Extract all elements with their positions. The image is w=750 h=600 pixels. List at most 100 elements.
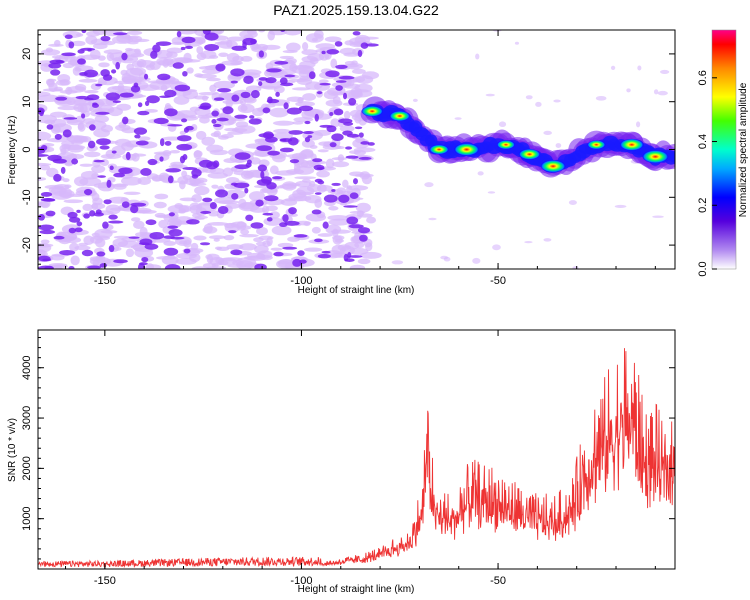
noise-blob-strong (335, 64, 348, 69)
colorbar-label: Normalized spectral amplitude (738, 82, 749, 217)
noise-blob-strong (331, 182, 341, 186)
noise-blob-strong (213, 123, 222, 128)
noise-blob (117, 240, 140, 248)
noise-blob (234, 159, 245, 163)
noise-blob-strong (125, 151, 131, 161)
noise-blob-strong (292, 258, 302, 267)
noise-blob-strong (358, 132, 364, 138)
noise-blob (98, 62, 110, 68)
noise-blob (342, 179, 349, 188)
noise-blob-strong (222, 106, 234, 115)
noise-blob (153, 201, 167, 209)
noise-blob (116, 33, 132, 43)
noise-blob-strong (206, 161, 218, 170)
noise-blob-strong (157, 73, 171, 81)
noise-blob (195, 130, 207, 140)
noise-blob (251, 44, 261, 49)
noise-blob-strong (265, 77, 277, 84)
noise-blob-strong (163, 235, 176, 239)
spectrogram-x-tick-label: -100 (290, 275, 312, 287)
noise-blob (343, 89, 363, 100)
spectrogram-y-tick-label: 20 (21, 48, 33, 60)
noise-blob (424, 182, 434, 188)
noise-blob-strong (128, 236, 140, 239)
noise-blob-strong (266, 217, 273, 222)
noise-blob-strong (133, 127, 148, 135)
noise-blob (182, 174, 192, 181)
noise-blob (240, 104, 248, 112)
noise-blob-strong (164, 264, 181, 269)
noise-blob-strong (100, 69, 110, 77)
noise-blob (259, 81, 282, 90)
noise-blob (652, 215, 664, 218)
noise-blob (43, 119, 56, 125)
noise-blob-strong (38, 255, 51, 262)
noise-blob (38, 177, 47, 181)
noise-blob (179, 130, 186, 135)
noise-blob (331, 157, 348, 161)
noise-blob-strong (231, 192, 239, 200)
noise-blob-strong (145, 219, 157, 226)
noise-blob-strong (334, 41, 343, 47)
noise-blob (78, 78, 98, 83)
noise-blob (272, 120, 295, 126)
chart-title: PAZ1.2025.159.13.04.G22 (273, 2, 439, 18)
colorbar-frame (711, 29, 737, 270)
noise-blob (262, 44, 281, 50)
noise-blob (46, 137, 68, 143)
noise-blob (259, 255, 273, 261)
noise-blob-strong (267, 150, 280, 156)
noise-blob (179, 180, 186, 190)
noise-blob (134, 247, 154, 258)
noise-blob-strong (199, 242, 211, 246)
noise-blob-strong (358, 156, 372, 160)
noise-blob-strong (209, 202, 217, 210)
noise-blob-strong (121, 52, 128, 61)
noise-blob (277, 242, 294, 248)
noise-blob (38, 243, 54, 248)
noise-blob-strong (365, 43, 379, 47)
noise-blob (149, 61, 161, 71)
noise-blob-strong (38, 214, 45, 221)
noise-blob-strong (345, 155, 359, 159)
noise-blob-strong (144, 243, 159, 250)
noise-blob (222, 99, 244, 105)
noise-blob-strong (38, 224, 55, 231)
noise-blob-strong (352, 31, 361, 36)
noise-blob-strong (135, 140, 149, 146)
noise-blob (271, 132, 293, 140)
noise-blob (252, 107, 265, 117)
noise-blob (255, 241, 267, 246)
snr-x-tick-label: -150 (94, 575, 116, 587)
noise-blob-strong (262, 107, 271, 114)
noise-blob-strong (348, 224, 364, 229)
noise-blob-strong (228, 230, 237, 234)
noise-blob-strong (321, 50, 326, 55)
noise-blob-strong (231, 94, 240, 102)
noise-blob (67, 144, 84, 153)
noise-blob-strong (133, 82, 139, 88)
noise-blob-strong (138, 242, 150, 246)
noise-blob (366, 216, 377, 224)
noise-blob-strong (68, 227, 77, 234)
noise-blob (316, 170, 330, 178)
noise-blob (223, 234, 235, 241)
noise-blob (296, 77, 313, 85)
noise-blob (160, 84, 168, 92)
noise-blob (194, 185, 210, 196)
noise-blob (354, 173, 374, 178)
noise-blob (209, 84, 217, 93)
noise-blob (595, 95, 607, 101)
noise-blob-strong (39, 229, 56, 235)
noise-blob (170, 161, 184, 167)
noise-blob (266, 236, 273, 247)
noise-blob (344, 61, 355, 66)
noise-blob (100, 230, 118, 234)
spectrogram-y-tick-label: -20 (21, 237, 33, 253)
noise-blob-strong (113, 259, 128, 264)
noise-blob (359, 251, 382, 259)
noise-blob (138, 84, 160, 91)
noise-blob (301, 41, 309, 51)
noise-blob (226, 36, 245, 42)
